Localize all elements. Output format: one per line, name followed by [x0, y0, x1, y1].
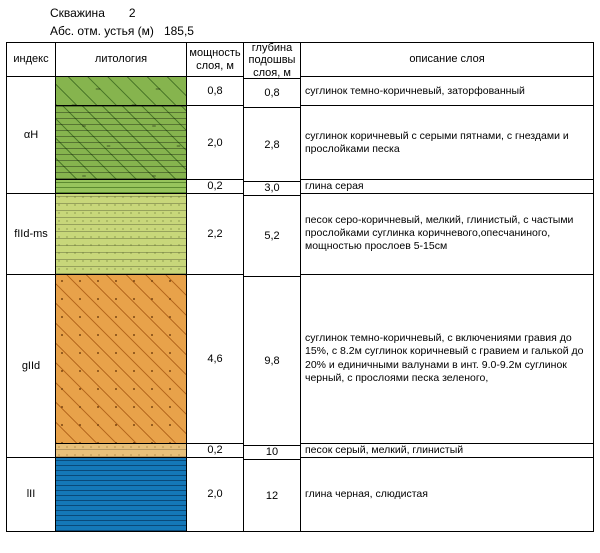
log-table: индекс αHfIId-msgIIdlII литология мощнос…: [6, 42, 594, 532]
lithology-cell: [56, 275, 186, 444]
depth-cell: 9,8: [244, 277, 300, 446]
description-cell: суглинок коричневый с серыми пятнами, с …: [301, 106, 593, 179]
head-lithology: литология: [56, 43, 186, 77]
col-thickness: мощность слоя, м 0,82,00,22,24,60,22,0: [187, 43, 244, 531]
thickness-cell: 0,2: [187, 444, 243, 458]
lithology-cell: [56, 180, 186, 194]
lithology-pattern: [56, 275, 186, 443]
lithology-pattern: [56, 458, 186, 531]
depth-cell: 3,0: [244, 182, 300, 196]
lithology-cell: [56, 106, 186, 179]
thickness-cell: 2,0: [187, 106, 243, 179]
lithology-pattern: [56, 194, 186, 274]
elevation-header: Абс. отм. устья (м) 185,5: [50, 24, 594, 38]
description-cell: глина серая: [301, 180, 593, 194]
description-cell: суглинок темно-коричневый, с включениями…: [301, 275, 593, 444]
head-thickness: мощность слоя, м: [187, 43, 243, 77]
depth-cell: 5,2: [244, 196, 300, 277]
col-depth: глубина подошвы слоя, м 0,82,83,05,29,81…: [244, 43, 301, 531]
thickness-cell: 2,2: [187, 194, 243, 275]
lithology-cell: [56, 458, 186, 531]
description-cell: суглинок темно-коричневый, заторфованный: [301, 77, 593, 106]
index-cell: gIId: [7, 275, 55, 458]
description-cell: песок серый, мелкий, глинистый: [301, 444, 593, 458]
index-cell: fIId-ms: [7, 194, 55, 275]
lithology-cell: [56, 194, 186, 275]
lithology-pattern: [56, 77, 186, 105]
col-description: описание слоя суглинок темно-коричневый,…: [301, 43, 593, 531]
lithology-pattern: [56, 444, 186, 457]
thickness-cell: 0,8: [187, 77, 243, 106]
lithology-pattern: [56, 180, 186, 193]
well-header: Скважина 2: [50, 6, 594, 20]
well-number: 2: [129, 6, 136, 20]
description-cell: глина черная, слюдистая: [301, 458, 593, 531]
depth-cell: 2,8: [244, 108, 300, 181]
depth-cell: 10: [244, 446, 300, 460]
lithology-cell: [56, 77, 186, 106]
col-index: индекс αHfIId-msgIIdlII: [7, 43, 56, 531]
thickness-cell: 0,2: [187, 180, 243, 194]
elev-value: 185,5: [164, 24, 194, 38]
index-cell: αH: [7, 77, 55, 194]
depth-cell: 0,8: [244, 79, 300, 108]
head-depth: глубина подошвы слоя, м: [244, 43, 300, 79]
lithology-cell: [56, 444, 186, 458]
col-lithology: литология: [56, 43, 187, 531]
description-cell: песок серо-коричневый, мелкий, глинистый…: [301, 194, 593, 275]
thickness-cell: 4,6: [187, 275, 243, 444]
head-description: описание слоя: [301, 43, 593, 77]
head-index: индекс: [7, 43, 55, 77]
lithology-pattern: [56, 106, 186, 178]
thickness-cell: 2,0: [187, 458, 243, 531]
depth-cell: 12: [244, 460, 300, 533]
index-cell: lII: [7, 458, 55, 531]
well-label: Скважина: [50, 6, 105, 20]
elev-label: Абс. отм. устья (м): [50, 24, 154, 38]
borehole-log-diagram: Скважина 2 Абс. отм. устья (м) 185,5 инде…: [0, 0, 600, 553]
